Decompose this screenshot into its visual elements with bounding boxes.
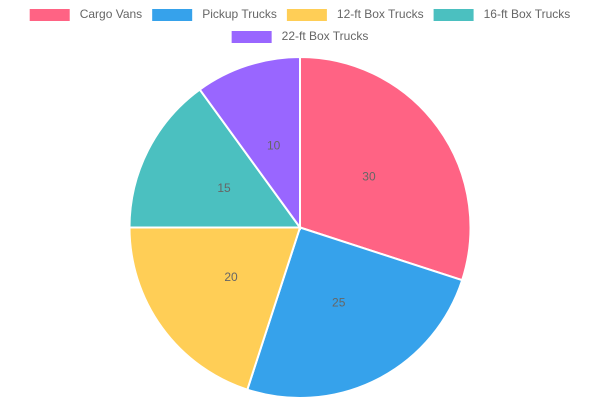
legend-label: 16-ft Box Trucks (484, 7, 571, 21)
legend-item: Pickup Trucks (152, 7, 277, 21)
legend-item: 16-ft Box Trucks (433, 7, 571, 21)
legend-item: Cargo Vans (29, 7, 142, 21)
pie-slice (128, 88, 302, 229)
data-label: 15 (217, 181, 231, 195)
legend-swatch (29, 9, 70, 21)
pie-slice (246, 226, 464, 399)
data-label: 30 (362, 170, 376, 184)
legend-label: Pickup Trucks (202, 7, 277, 21)
legend-label: 22-ft Box Trucks (282, 29, 369, 43)
pie-slice (128, 226, 302, 391)
data-label: 25 (332, 296, 346, 310)
legend-swatch (433, 9, 474, 21)
pie-slice (299, 55, 472, 282)
pie-slice (198, 55, 301, 231)
legend-item: 22-ft Box Trucks (231, 29, 369, 43)
data-label: 20 (224, 270, 238, 284)
legend-label: Cargo Vans (80, 7, 142, 21)
legend-item: 12-ft Box Trucks (286, 7, 424, 21)
legend-label: 12-ft Box Trucks (337, 7, 424, 21)
legend-swatch (286, 9, 327, 21)
data-label: 10 (267, 139, 281, 153)
legend-swatch (231, 31, 272, 43)
legend-swatch (152, 9, 193, 21)
